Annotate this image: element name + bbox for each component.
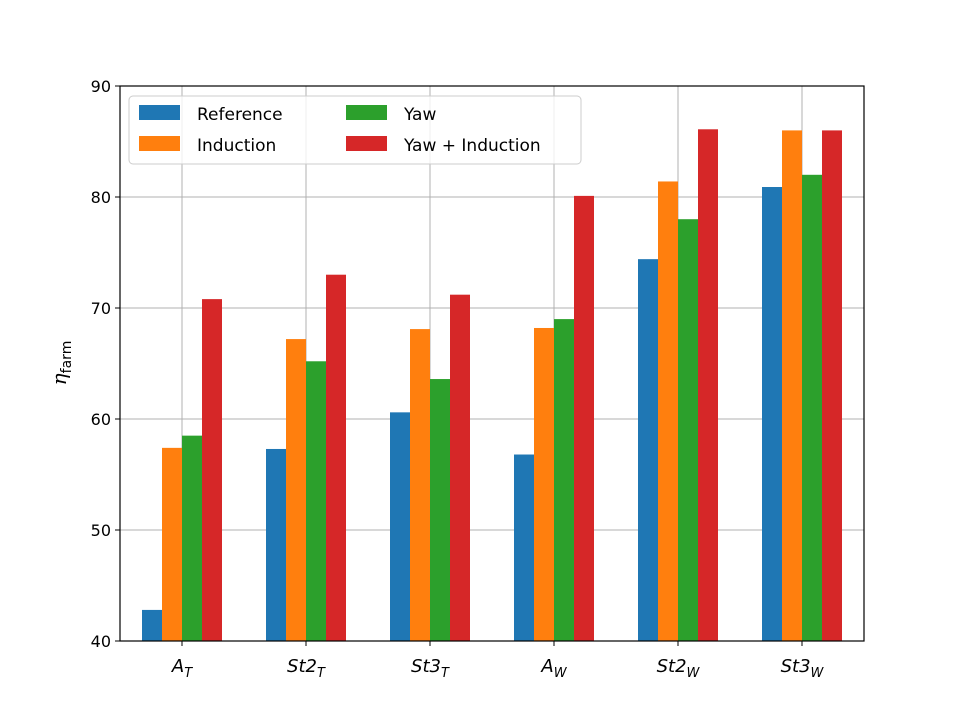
y-tick-label: 50	[91, 521, 111, 540]
x-tick-label-base: A	[540, 656, 553, 677]
legend-label: Induction	[197, 136, 276, 156]
bar-yaw	[802, 174, 822, 642]
x-tick-label-sub: T	[317, 666, 326, 681]
legend-label: Yaw	[403, 105, 436, 125]
plot-frame	[119, 85, 865, 642]
y-tick-label: 40	[91, 632, 111, 651]
bar-reference	[390, 412, 410, 641]
x-tick-label: St3T	[411, 656, 450, 681]
legend-box	[128, 95, 582, 165]
x-axis: AT St2T St3T AW St2W St3W	[171, 641, 825, 681]
legend-swatch	[346, 105, 387, 120]
bar-induction	[534, 327, 554, 641]
grid-lines	[120, 85, 864, 642]
bar-reference	[638, 259, 658, 641]
x-tick-label-sub: W	[554, 666, 568, 681]
bar-reference	[142, 609, 162, 641]
x-tick-label-sub: W	[687, 666, 701, 681]
bar-yaw-induction	[822, 130, 842, 641]
legend-swatch	[139, 136, 180, 151]
y-tick-label: 80	[91, 188, 111, 207]
x-tick-label: St2W	[657, 656, 701, 681]
x-tick-label-base: St3	[411, 656, 441, 677]
bar-yaw	[678, 219, 698, 641]
x-tick-label-base: A	[171, 656, 184, 677]
bar-induction	[782, 130, 802, 641]
bar-induction	[286, 339, 306, 641]
bar-induction	[658, 181, 678, 641]
bar-yaw	[306, 361, 326, 641]
bar-induction	[162, 447, 182, 641]
y-tick-label: 60	[91, 410, 111, 429]
x-tick-label: AW	[540, 656, 567, 681]
y-axis-label-sub: farm	[59, 341, 75, 374]
legend-swatch	[139, 105, 180, 120]
x-tick-label-base: St2	[287, 656, 317, 677]
bar-yaw	[182, 435, 202, 641]
bar-yaw	[554, 319, 574, 641]
bar-yaw-induction	[574, 195, 594, 641]
x-tick-label-base: St2	[657, 656, 687, 677]
legend-label: Reference	[197, 105, 283, 125]
bar-yaw-induction	[202, 299, 222, 641]
bar-reference	[762, 187, 782, 641]
y-tick-label: 90	[91, 77, 111, 96]
bar-yaw-induction	[450, 294, 470, 641]
legend-label: Yaw + Induction	[403, 136, 541, 156]
bar-induction	[410, 329, 430, 641]
bar-reference	[514, 454, 534, 641]
x-tick-label: AT	[171, 656, 193, 681]
x-tick-label-sub: T	[184, 666, 193, 681]
x-tick-label: St3W	[781, 656, 825, 681]
bars	[142, 129, 842, 642]
legend-swatch	[346, 136, 387, 151]
x-tick-label: St2T	[287, 656, 326, 681]
bar-yaw-induction	[326, 274, 346, 641]
bar-reference	[266, 448, 286, 641]
y-axis-label: ηfarm	[47, 341, 75, 386]
x-tick-label-base: St3	[781, 656, 811, 677]
y-axis-label-base: η	[47, 373, 71, 385]
x-tick-label-sub: T	[441, 666, 450, 681]
bar-yaw	[430, 379, 450, 641]
y-tick-label: 70	[91, 299, 111, 318]
bar-yaw-induction	[698, 129, 718, 642]
legend: Reference Induction Yaw Yaw + Induction	[128, 95, 582, 165]
x-tick-label-sub: W	[811, 666, 825, 681]
y-axis: 40 50 60 70 80 90	[91, 77, 120, 651]
